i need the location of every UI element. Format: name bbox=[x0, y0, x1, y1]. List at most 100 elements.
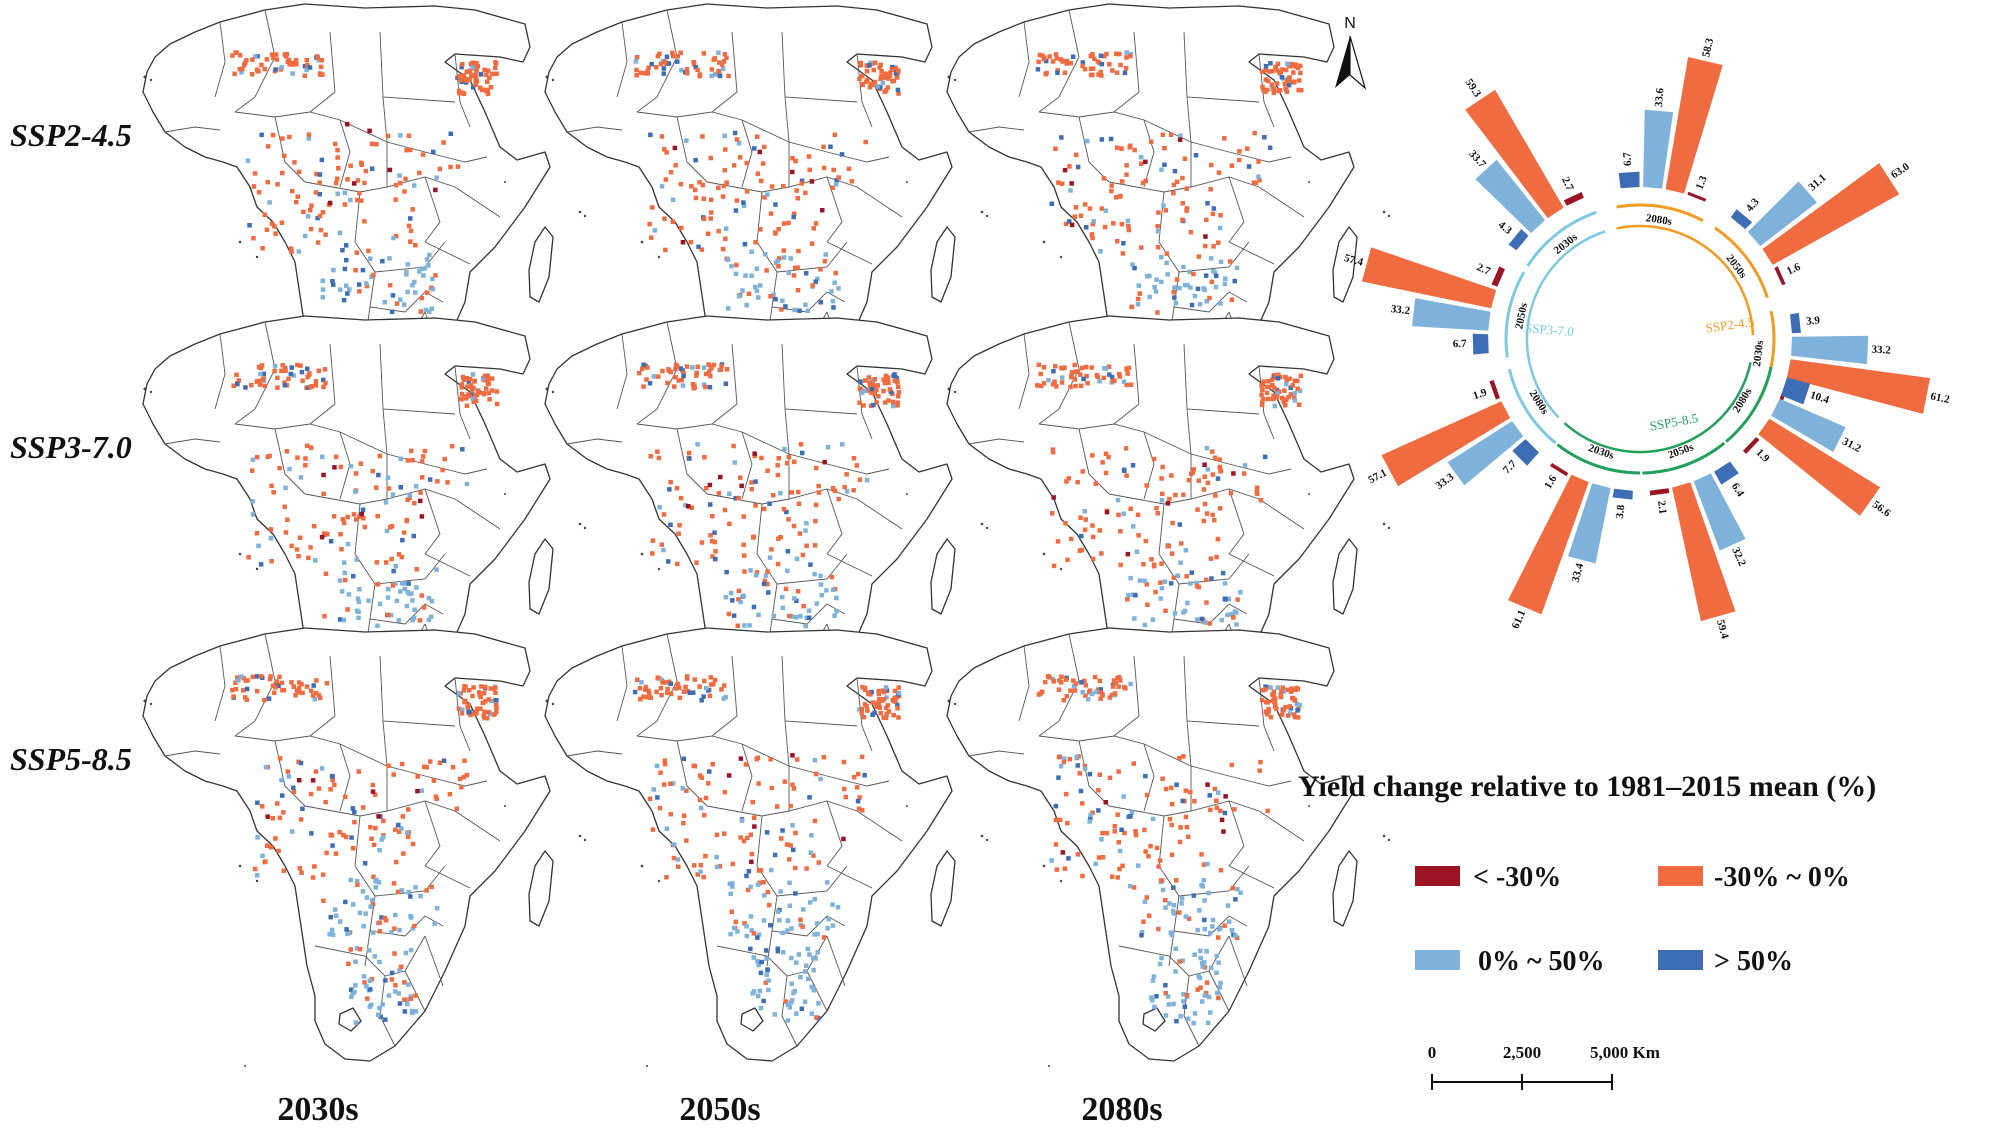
yield-cell bbox=[1186, 477, 1192, 483]
yield-cell bbox=[1207, 793, 1212, 798]
yield-cell bbox=[887, 73, 893, 79]
yield-cell bbox=[892, 372, 897, 377]
yield-cell bbox=[1209, 576, 1214, 581]
yield-cell bbox=[380, 834, 386, 840]
yield-cell bbox=[776, 536, 781, 541]
yield-cell bbox=[859, 707, 865, 712]
yield-cell bbox=[1073, 681, 1079, 686]
yield-cell bbox=[760, 161, 766, 166]
yield-cell bbox=[790, 753, 795, 758]
yield-cell bbox=[390, 583, 396, 588]
yield-cell bbox=[763, 980, 768, 985]
yield-cell bbox=[1216, 240, 1221, 245]
yield-cell bbox=[1171, 885, 1176, 890]
yield-cell bbox=[697, 180, 702, 185]
legend-swatch-0-50 bbox=[1415, 950, 1460, 970]
yield-cell bbox=[1169, 785, 1174, 791]
yield-cell bbox=[1180, 958, 1185, 963]
yield-cell bbox=[716, 228, 721, 234]
yield-cell bbox=[1159, 955, 1164, 961]
yield-cell bbox=[1204, 600, 1209, 605]
yield-cell bbox=[230, 687, 235, 693]
yield-cell bbox=[342, 570, 348, 576]
yield-cell bbox=[494, 698, 499, 703]
yield-cell bbox=[461, 774, 466, 780]
yield-cell bbox=[691, 60, 696, 65]
yield-cell bbox=[851, 488, 856, 493]
yield-cell bbox=[360, 889, 366, 894]
yield-cell bbox=[705, 231, 711, 236]
yield-cell bbox=[634, 54, 640, 60]
yield-cell bbox=[728, 931, 733, 937]
yield-cell bbox=[664, 680, 669, 685]
yield-cell bbox=[768, 923, 773, 928]
yield-cell bbox=[732, 130, 738, 136]
yield-cell bbox=[1204, 445, 1210, 451]
bar-value-label: 63.0 bbox=[1889, 160, 1912, 181]
yield-cell bbox=[722, 831, 727, 836]
yield-cell bbox=[1183, 914, 1189, 919]
yield-cell bbox=[896, 68, 901, 73]
yield-cell bbox=[489, 376, 495, 381]
bar-minus30-0 bbox=[1672, 482, 1736, 622]
yield-cell bbox=[1103, 366, 1109, 371]
yield-cell bbox=[1077, 548, 1083, 553]
yield-cell bbox=[702, 455, 707, 460]
yield-cell bbox=[812, 758, 818, 763]
yield-cell bbox=[687, 456, 692, 461]
yield-cell bbox=[1140, 180, 1146, 186]
yield-cell bbox=[708, 364, 714, 369]
yield-cell bbox=[1297, 702, 1302, 708]
yield-cell bbox=[1266, 706, 1271, 712]
yield-cell bbox=[789, 981, 794, 986]
yield-cell bbox=[1173, 969, 1178, 974]
yield-cell bbox=[1282, 388, 1287, 393]
yield-cell bbox=[816, 1001, 821, 1006]
yield-cell bbox=[1151, 562, 1157, 567]
yield-cell bbox=[643, 687, 648, 692]
yield-cell bbox=[1046, 377, 1051, 383]
yield-cell bbox=[708, 533, 713, 538]
yield-cell bbox=[268, 674, 273, 679]
yield-cell bbox=[478, 694, 483, 700]
yield-cell bbox=[1186, 834, 1191, 840]
yield-cell bbox=[755, 993, 761, 999]
yield-cell bbox=[759, 455, 764, 461]
yield-cell bbox=[394, 598, 400, 604]
yield-cell bbox=[1139, 930, 1145, 935]
yield-cell bbox=[1060, 850, 1066, 855]
scale-label-5000: 5,000 Km bbox=[1590, 1043, 1660, 1062]
yield-cell bbox=[1037, 52, 1043, 58]
yield-cell bbox=[733, 919, 738, 925]
yield-cell bbox=[796, 952, 802, 957]
yield-cell bbox=[271, 690, 277, 695]
yield-cell bbox=[1272, 704, 1278, 709]
yield-cell bbox=[701, 382, 707, 387]
yield-cell bbox=[345, 514, 350, 520]
yield-cell bbox=[418, 894, 423, 899]
yield-cell bbox=[821, 144, 826, 150]
yield-cell bbox=[828, 144, 833, 149]
yield-cell bbox=[1195, 286, 1201, 292]
yield-cell bbox=[1111, 221, 1116, 226]
yield-cell bbox=[298, 760, 304, 766]
yield-cell bbox=[740, 288, 745, 293]
yield-cell bbox=[1060, 366, 1066, 371]
yield-cell bbox=[773, 202, 778, 207]
yield-cell bbox=[1047, 675, 1052, 680]
yield-cell bbox=[1153, 289, 1159, 294]
yield-cell bbox=[335, 191, 340, 197]
yield-cell bbox=[677, 523, 682, 528]
yield-cell bbox=[355, 197, 360, 203]
yield-cell bbox=[404, 830, 410, 835]
bar-value-label: 33.2 bbox=[1390, 303, 1411, 317]
yield-cell bbox=[289, 543, 294, 549]
yield-cell bbox=[1115, 675, 1120, 681]
yield-cell bbox=[1083, 693, 1088, 698]
yield-cell bbox=[1254, 489, 1259, 495]
yield-cell bbox=[1142, 622, 1148, 628]
yield-cell bbox=[1112, 824, 1118, 829]
yield-cell bbox=[1208, 807, 1213, 813]
yield-cell bbox=[1214, 953, 1220, 959]
